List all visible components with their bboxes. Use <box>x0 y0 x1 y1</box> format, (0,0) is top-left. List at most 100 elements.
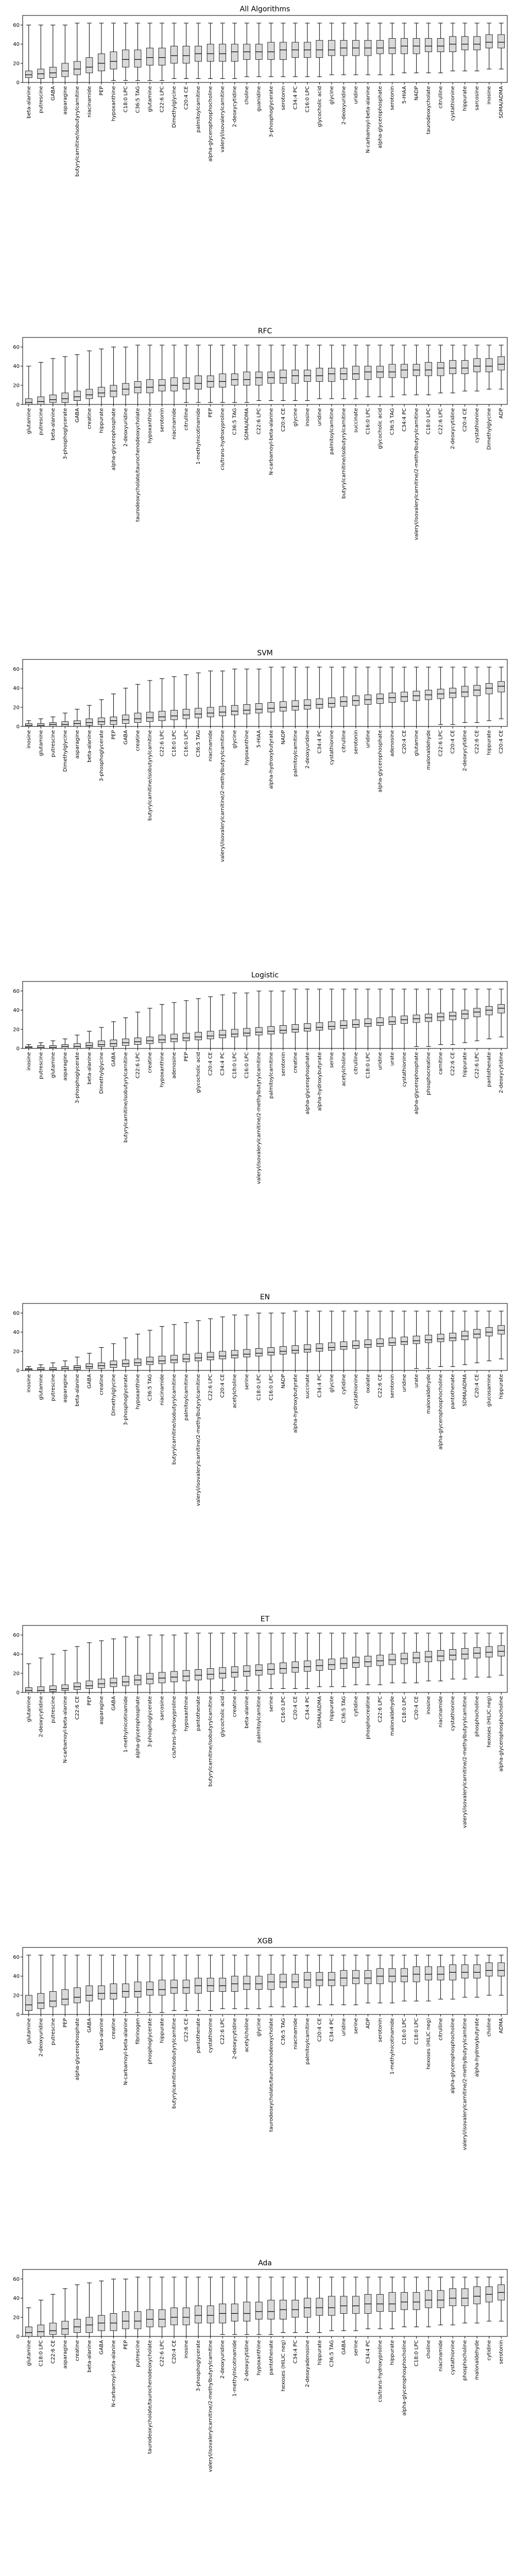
box-32: valeryl/isovalerylcarnitine/2-methylbuty… <box>413 345 420 540</box>
panel-en: EN 0 20 40 60 inosine glutamine putrescine aspar… <box>13 1293 508 1506</box>
box-32: urate <box>413 1311 420 1388</box>
box-21: C20:4 CE <box>279 345 287 432</box>
box-3: asparagine <box>61 1360 69 1403</box>
x-tick-label: glycine <box>329 86 335 105</box>
x-tick-label: alpha-glycerophosphate <box>111 408 116 470</box>
x-tick-label: C36:5 TAG <box>135 86 141 113</box>
x-tick-label: C22:6 CE <box>474 730 480 754</box>
box-3: 3-phosphoglycerate <box>61 356 69 460</box>
x-tick-label: NADP <box>414 86 420 100</box>
x-tick-label: C36:5 TAG <box>329 2340 335 2367</box>
x-tick-label: alpha-hydroxybutyrate <box>268 730 274 789</box>
x-tick-label: GABA <box>111 1052 116 1066</box>
x-tick-label: serine <box>353 2340 359 2356</box>
box-5: GABA <box>85 1353 93 1388</box>
box-30: adenosine <box>388 667 396 757</box>
box-11: niacinamide <box>158 1326 166 1405</box>
box-33: choline <box>425 2277 432 2359</box>
box-body <box>328 697 335 708</box>
box-body <box>207 1668 214 1680</box>
box-33: inosine <box>425 1633 432 1715</box>
box-34: citrulline <box>437 1955 444 2040</box>
x-tick-label: pantothenate <box>196 2018 201 2053</box>
x-tick-label: phosphocreatine <box>365 1696 371 1739</box>
box-body <box>85 1681 93 1689</box>
box-body <box>134 2311 142 2329</box>
panel-title: All Algorithms <box>240 5 290 13</box>
box-body <box>37 723 45 727</box>
y-tick-label: 60 <box>13 1955 20 1960</box>
x-tick-label: fibrinogen <box>135 2018 141 2044</box>
x-tick-label: alpha-glycerophosphocholine <box>208 86 214 162</box>
box-body <box>352 366 359 380</box>
x-tick-label: oxalate <box>365 1374 371 1393</box>
y-tick-label: 20 <box>13 1993 20 1998</box>
box-38: hexoses (HILIC neg) <box>485 1633 493 1748</box>
x-tick-label: C22:6 LPC <box>160 86 165 112</box>
box-29: C22:6 LPC <box>376 1633 384 1722</box>
box-25: hippurate <box>328 1633 335 1721</box>
x-tick-label: beta-alanine <box>26 86 32 118</box>
x-tick-label: Dimethylglycine <box>171 86 177 128</box>
box-body <box>364 1019 372 1027</box>
box-body <box>388 2292 396 2312</box>
box-33: malonaldehyde <box>425 1311 432 1414</box>
box-35: cystathionine <box>449 1633 457 1731</box>
box-2: GABA <box>49 25 57 100</box>
box-12: butyrylcarnitine/isobutyrylcarnitine <box>170 1324 178 1465</box>
box-37: sarcosine <box>473 23 481 110</box>
box-15: cystathionine <box>207 1955 214 2053</box>
x-tick-label: 1-methylnicotinamide <box>196 408 201 465</box>
box-11: hypoxanthine <box>158 1004 166 1087</box>
box-body <box>413 1652 420 1663</box>
box-16: C22:6 LPC <box>219 1955 227 2044</box>
x-tick-label: C20:4 CE <box>450 730 456 754</box>
x-tick-label: adenosine <box>390 730 396 757</box>
x-tick-label: N-carbamoyl-beta-alanine <box>268 408 274 475</box>
box-28: ADP <box>364 1955 372 2029</box>
box-body <box>473 1647 481 1658</box>
x-tick-label: 2-deoxyuridine <box>220 2340 226 2379</box>
box-37: C20:4 CE <box>473 1311 481 1398</box>
box-35: cystathionine <box>449 2277 457 2375</box>
x-tick-label: hippurate <box>499 1374 504 1399</box>
box-19: palmitoylcarnitine <box>255 1633 263 1742</box>
x-tick-label: guanidine <box>256 86 262 112</box>
box-body <box>497 1004 505 1013</box>
box-body <box>388 1337 396 1346</box>
box-body <box>25 2327 32 2337</box>
box-body <box>425 2290 432 2308</box>
box-body <box>255 703 263 714</box>
box-body <box>316 40 323 58</box>
x-tick-label: GABA <box>341 2340 347 2354</box>
x-tick-label: SDMA/ADMA <box>244 408 250 440</box>
box-body <box>461 2288 469 2306</box>
box-body <box>122 1039 129 1046</box>
x-tick-label: C18:0 LPC <box>414 2018 420 2044</box>
box-body <box>413 1335 420 1344</box>
box-body <box>195 2306 202 2324</box>
box-36: hippurate <box>461 23 469 111</box>
x-tick-label: glucosamine <box>487 1374 492 1406</box>
x-tick-label: putrescine <box>50 730 56 757</box>
box-body <box>328 1021 335 1030</box>
x-tick-label: C34:4 PC <box>317 1374 322 1398</box>
box-body <box>352 1341 359 1349</box>
x-tick-label: glycocholic acid <box>377 408 383 449</box>
box-11: serotonin <box>158 345 166 432</box>
x-tick-label: hexoses (HILIC neg) <box>281 2340 286 2392</box>
box-body <box>207 707 214 717</box>
box-0: beta-alanine <box>25 25 32 118</box>
box-1: 2-deoxycytidine <box>37 1657 45 1737</box>
box-body <box>122 1984 129 1997</box>
box-17: 2-deoxycytidine <box>231 1955 238 2059</box>
box-body <box>170 1671 178 1682</box>
box-8: 3-phosphoglycerate <box>122 1337 129 1426</box>
x-tick-label: cis/trans-hydroxyproline <box>220 408 226 470</box>
box-18: beta-alanine <box>243 1633 251 1728</box>
box-body <box>134 49 142 67</box>
box-body <box>497 1645 505 1656</box>
box-24: SDMA/ADMA <box>316 1633 323 1728</box>
box-29: glycocholic acid <box>376 345 384 449</box>
box-body <box>303 699 311 709</box>
